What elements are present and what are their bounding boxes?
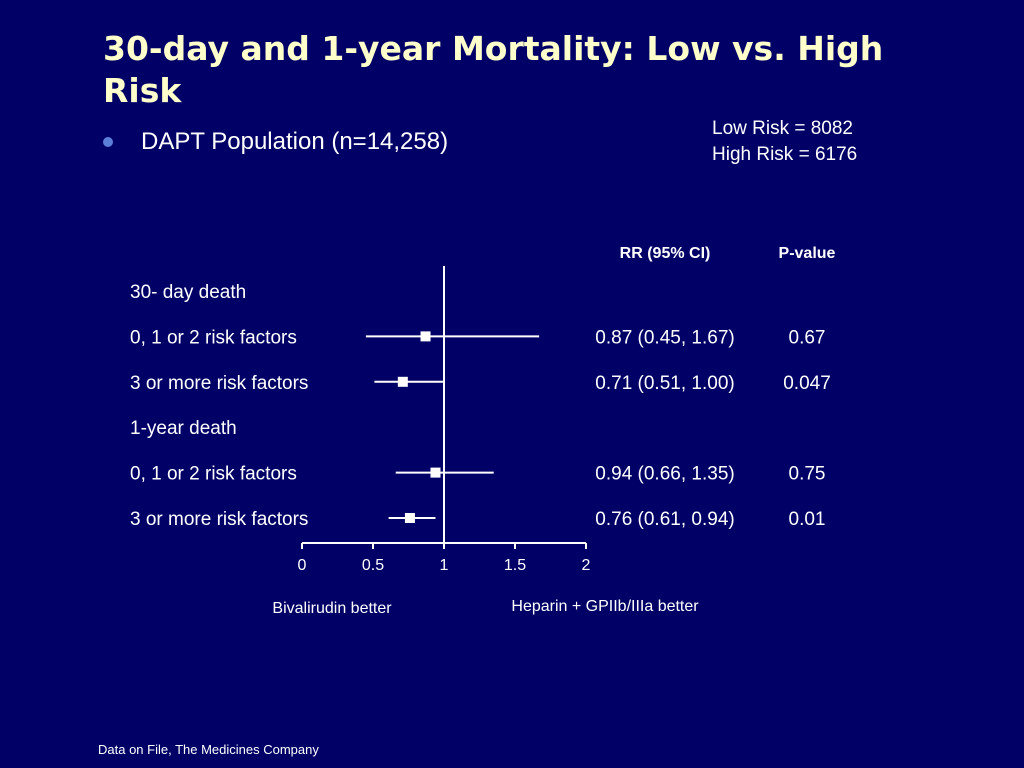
- bullet-item: DAPT Population (n=14,258): [103, 127, 448, 157]
- p-value: 0.67: [789, 327, 826, 348]
- p-value-column-header: P-value: [779, 245, 836, 262]
- point-estimate-marker: [420, 331, 431, 342]
- sample-counts: Low Risk = 8082 High Risk = 6176: [712, 116, 857, 168]
- p-value: 0.75: [789, 464, 826, 485]
- slide-title: 30-day and 1-year Mortality: Low vs. Hig…: [103, 29, 884, 110]
- row-label: 0, 1 or 2 risk factors: [130, 464, 297, 485]
- row-label: 0, 1 or 2 risk factors: [130, 327, 297, 348]
- row-group-header: 1-year death: [130, 418, 237, 439]
- x-tick-label: 0.5: [362, 557, 384, 574]
- x-tick-label: 1: [440, 557, 449, 574]
- rr-ci-value: 0.94 (0.66, 1.35): [595, 464, 734, 485]
- right-direction-label: Heparin + GPIIb/IIIa better: [511, 598, 699, 615]
- p-value: 0.047: [783, 373, 831, 394]
- low-risk-count: Low Risk = 8082: [712, 118, 853, 139]
- x-tick-label: 2: [582, 557, 591, 574]
- x-tick-label: 0: [298, 557, 307, 574]
- high-risk-count: High Risk = 6176: [712, 144, 858, 165]
- point-estimate-marker: [397, 376, 408, 387]
- rr-ci-value: 0.71 (0.51, 1.00): [595, 373, 734, 394]
- row-label: 3 or more risk factors: [130, 373, 308, 394]
- left-direction-label: Bivalirudin better: [272, 600, 392, 617]
- bullet-dot-icon: [103, 137, 113, 147]
- point-estimate-marker: [430, 467, 441, 478]
- bullet-text: DAPT Population (n=14,258): [141, 128, 449, 155]
- p-value: 0.01: [789, 509, 826, 530]
- rr-ci-value: 0.87 (0.45, 1.67): [595, 327, 734, 348]
- footer-source: Data on File, The Medicines Company: [98, 742, 319, 757]
- point-estimate-marker: [404, 513, 415, 523]
- rr-ci-value: 0.76 (0.61, 0.94): [595, 509, 734, 530]
- x-tick-label: 1.5: [504, 557, 526, 574]
- row-label: 3 or more risk factors: [130, 509, 308, 530]
- row-group-header: 30- day death: [130, 282, 246, 303]
- rr-column-header: RR (95% CI): [620, 245, 711, 262]
